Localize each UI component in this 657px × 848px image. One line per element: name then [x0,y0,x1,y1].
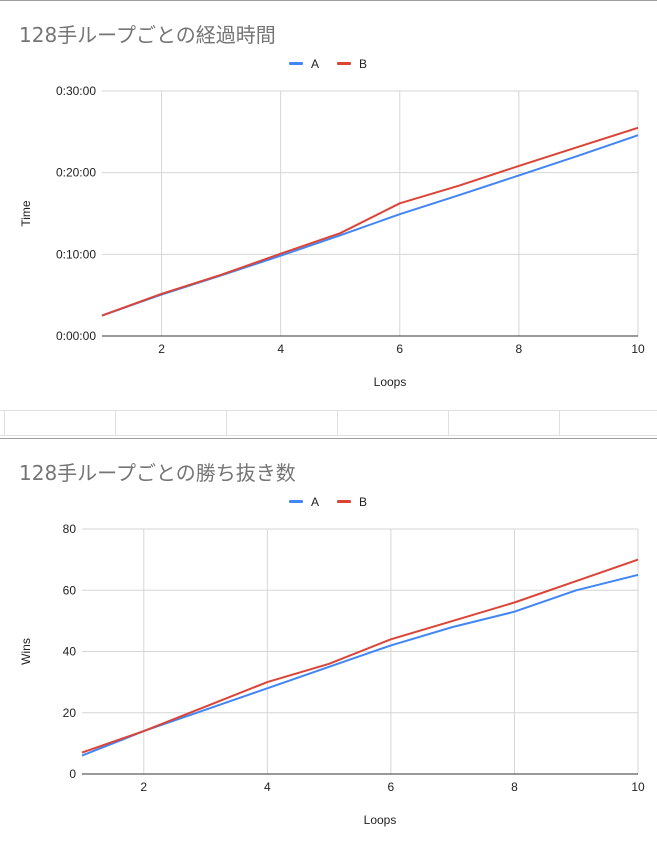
legend-swatch-b [337,62,351,65]
y-tick-label: 0:30:00 [56,84,96,98]
spreadsheet-cell[interactable] [115,411,227,435]
legend-swatch-a [289,500,303,503]
y-tick-label: 20 [63,706,77,720]
spreadsheet-cell[interactable] [448,411,560,435]
chart-elapsed-time[interactable]: 128手ループごとの経過時間 A B 0:00:00 0:10:00 0:20:00… [0,0,657,408]
y-axis-title: Wins [19,638,33,665]
chart-title: 128手ループごとの経過時間 [19,23,276,47]
y-tick-label: 0 [69,767,76,781]
y-tick-label: 0:20:00 [56,166,96,180]
y-tick-label: 40 [63,645,77,659]
legend-swatch-a [289,62,303,65]
x-tick-label: 10 [631,342,645,356]
x-tick-label: 2 [158,342,165,356]
series-line-a [101,134,639,317]
x-axis-title: Loops [374,375,407,389]
legend-label-b: B [359,495,368,509]
series-line-b [101,126,639,317]
spreadsheet-grid-strip [0,407,657,439]
y-tick-label: 0:10:00 [56,247,96,261]
legend-label-a: A [311,495,320,509]
legend-label-a: A [311,57,320,71]
x-tick-label: 8 [511,780,518,794]
x-axis-title: Loops [364,813,397,827]
plot-area: 0:00:00 0:10:00 0:20:00 0:30:00 2 4 6 8 10 Loops T… [19,84,645,389]
spreadsheet-cell[interactable] [559,411,657,435]
x-tick-label: 4 [264,780,271,794]
legend-label-b: B [359,57,368,71]
legend-swatch-b [337,500,351,503]
x-tick-label: 6 [396,342,403,356]
spreadsheet-cell[interactable] [4,411,116,435]
x-tick-label: 10 [631,780,645,794]
x-tick-label: 2 [140,780,147,794]
spreadsheet-cell[interactable] [226,411,338,435]
series-line-a [81,573,639,757]
y-axis-title: Time [19,200,33,227]
chart-wins[interactable]: 128手ループごとの勝ち抜き数 A B 0 20 40 60 80 2 4 6 8 10 Loops… [0,438,657,848]
y-tick-label: 60 [63,583,77,597]
spreadsheet-cell[interactable] [337,411,449,435]
y-tick-label: 80 [63,522,77,536]
plot-area: 0 20 40 60 80 2 4 6 8 10 Loops Wins [19,522,645,827]
y-tick-label: 0:00:00 [56,329,96,343]
x-tick-label: 8 [516,342,523,356]
spreadsheet-row [0,410,657,436]
x-tick-label: 4 [277,342,284,356]
x-tick-label: 6 [388,780,395,794]
chart-title: 128手ループごとの勝ち抜き数 [19,461,296,485]
series-line-b [81,558,639,754]
